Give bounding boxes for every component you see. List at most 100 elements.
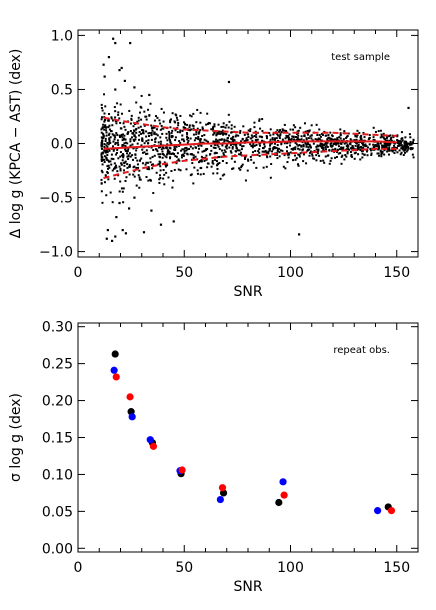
data-point (307, 143, 310, 146)
data-point (134, 138, 137, 141)
data-point (173, 152, 176, 155)
data-point (100, 178, 103, 181)
data-point (110, 117, 113, 120)
data-point (222, 132, 225, 135)
data-point (112, 145, 115, 148)
data-point (231, 167, 234, 170)
data-point (292, 124, 295, 127)
data-point (150, 124, 153, 127)
data-point (145, 140, 148, 143)
data-point (353, 152, 356, 155)
data-point (234, 143, 237, 146)
data-point (370, 153, 373, 156)
data-point (369, 149, 372, 152)
data-point (306, 133, 309, 136)
data-point (278, 137, 281, 140)
data-point (145, 118, 148, 121)
data-point (270, 142, 273, 145)
data-point (237, 134, 240, 137)
data-point (115, 166, 118, 169)
data-point (110, 153, 113, 156)
data-point (287, 152, 290, 155)
data-point (338, 136, 341, 139)
data-point (159, 156, 162, 159)
data-point (242, 125, 245, 128)
data-point (203, 160, 206, 163)
data-point (354, 151, 357, 154)
data-point (281, 149, 284, 152)
data-point (196, 169, 199, 172)
data-point (103, 112, 106, 115)
data-point (187, 139, 190, 142)
data-point (181, 138, 184, 141)
data-point (153, 154, 156, 157)
data-point (196, 172, 199, 175)
data-point (121, 228, 124, 232)
data-point (138, 159, 141, 162)
data-point (100, 145, 103, 148)
data-point (285, 146, 288, 149)
data-point (134, 128, 137, 131)
data-point (339, 128, 342, 131)
axis-ticks-top (77, 30, 419, 257)
data-point (295, 132, 298, 135)
data-point (372, 136, 375, 139)
data-point (186, 153, 189, 156)
data-point (250, 158, 253, 161)
data-point (179, 114, 182, 117)
data-point (158, 181, 161, 184)
data-point (107, 143, 110, 146)
data-point (121, 136, 124, 139)
data-point (108, 166, 111, 169)
data-point (350, 153, 353, 156)
data-point (210, 149, 213, 152)
data-point (133, 134, 136, 137)
data-point (222, 125, 225, 128)
data-point (288, 153, 291, 156)
data-point (151, 163, 154, 166)
data-point (151, 155, 154, 158)
data-point (215, 160, 218, 163)
data-point (121, 133, 124, 136)
data-point (115, 216, 118, 219)
data-point (217, 141, 220, 144)
data-point (215, 134, 218, 137)
data-point (101, 109, 104, 112)
data-point (197, 161, 200, 164)
data-point (332, 138, 335, 141)
data-point (168, 150, 171, 153)
data-point (104, 139, 107, 142)
data-point (100, 182, 103, 185)
data-point (235, 134, 238, 137)
data-point (197, 151, 200, 154)
data-point (316, 152, 319, 155)
data-point (306, 129, 309, 132)
data-point (227, 126, 230, 129)
data-point (224, 126, 227, 129)
data-point (217, 131, 220, 134)
data-point (269, 144, 272, 147)
data-point (302, 143, 305, 146)
data-point (113, 167, 116, 170)
data-point (105, 131, 108, 134)
data-point (326, 145, 329, 148)
data-point (289, 141, 292, 144)
data-point (157, 141, 160, 144)
data-point (156, 134, 159, 137)
data-point (271, 137, 274, 140)
data-point (165, 136, 168, 139)
data-point (269, 143, 272, 146)
data-point (182, 148, 185, 151)
data-point (231, 145, 234, 148)
data-point (386, 150, 389, 153)
data-point (276, 133, 279, 136)
data-point (189, 153, 192, 156)
data-point (220, 125, 223, 128)
data-point (120, 127, 123, 130)
data-point (122, 137, 125, 140)
data-point (359, 149, 362, 152)
data-point (401, 139, 404, 142)
data-point (165, 146, 168, 149)
data-point (356, 129, 359, 132)
